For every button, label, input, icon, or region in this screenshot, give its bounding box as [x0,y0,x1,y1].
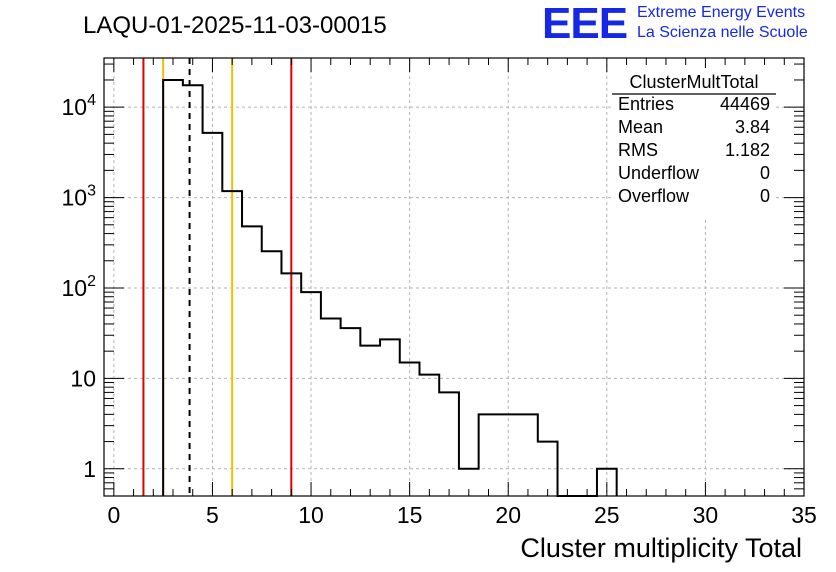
histogram-bar [400,362,420,496]
stats-value: 0 [760,163,770,183]
x-tick-label: 35 [791,502,817,528]
eee-logo-text: Extreme Energy Events La Scienza nelle S… [637,3,808,43]
stats-label: Entries [618,94,674,114]
histogram-bar [262,251,282,496]
x-tick-label: 15 [397,502,423,528]
x-tick-label: 30 [693,502,719,528]
histogram-bar [281,273,301,496]
chart-title: LAQU-01-2025-11-03-00015 [83,12,387,39]
stats-label: Underflow [618,163,700,183]
y-tick-label: 102 [62,273,97,301]
histogram-bar [222,191,242,496]
eee-logo: EEE [542,0,628,48]
histogram-outline [162,78,618,497]
x-tick-label: 25 [594,502,620,528]
histogram-bar [321,318,341,496]
x-tick-label: 10 [298,502,324,528]
stats-name: ClusterMultTotal [629,72,758,92]
logo-line-1: Extreme Energy Events [637,4,806,21]
histogram-series [162,78,618,497]
y-tick-label: 104 [62,92,97,120]
stats-label: Overflow [618,186,690,206]
x-axis-label: Cluster multiplicity Total [520,533,802,563]
plot-frame [103,57,805,497]
histogram-bar [380,339,400,496]
histogram-bar [183,85,203,496]
histogram-bar [439,392,459,496]
histogram-bar [419,375,439,496]
y-tick-label: 1 [83,456,96,482]
stats-value: 1.182 [725,140,770,160]
stats-label: Mean [618,117,663,137]
histogram-bar [203,133,223,496]
histogram-bar [479,414,499,496]
x-tick-label: 20 [495,502,521,528]
histogram-bar [518,414,538,496]
axes: 0 5 10 15 20 25 30 35 1 10 102 103 104 [62,57,817,528]
stats-value: 44469 [720,94,770,114]
histogram-bar [360,346,380,496]
x-tick-label: 5 [206,502,219,528]
stats-background [612,68,776,218]
stats-label: RMS [618,140,658,160]
histogram-bar [163,80,183,496]
y-tick-label: 103 [62,183,97,211]
histogram-bar [242,226,262,496]
histogram-bar [538,442,558,496]
histogram-bar [341,328,361,496]
histogram-bar [301,292,321,496]
y-tick-label: 10 [70,365,96,391]
stats-value: 0 [760,186,770,206]
logo-line-2: La Scienza nelle Scuole [637,24,808,41]
x-tick-label: 0 [107,502,120,528]
stats-value: 3.84 [735,117,770,137]
